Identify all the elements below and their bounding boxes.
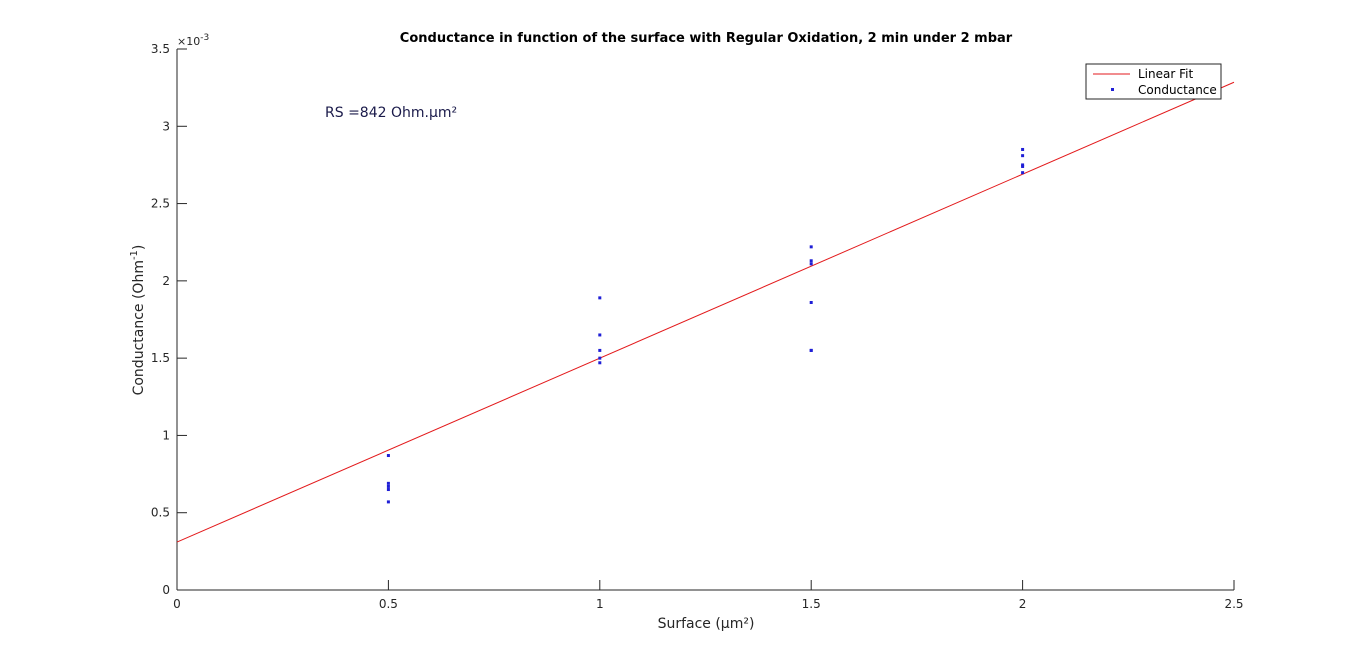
plot-area	[177, 49, 1234, 590]
y-tick-label: 2	[162, 274, 170, 288]
y-axis-exponent: ×10-3	[177, 33, 209, 48]
conductance-point	[809, 348, 813, 352]
conductance-point	[809, 245, 813, 249]
y-axis-label: Conductance (Ohm-1)	[129, 245, 147, 396]
legend-linear-fit-label: Linear Fit	[1138, 67, 1193, 81]
conductance-point	[809, 300, 813, 304]
linear-fit-line	[176, 81, 1235, 543]
conductance-point	[386, 481, 390, 485]
legend-box	[1085, 63, 1222, 100]
conductance-point	[809, 259, 813, 263]
conductance-point	[598, 348, 602, 352]
conductance-point	[1021, 147, 1025, 151]
x-axis-ticks: 0 0.5 1 1.5 2 2.5	[173, 580, 1244, 611]
rs-annotation: RS =842 Ohm.µm²	[325, 105, 457, 121]
conductance-point	[1021, 164, 1025, 168]
conductance-point	[1021, 163, 1025, 167]
conductance-point	[809, 262, 813, 266]
legend-conductance-swatch	[1111, 88, 1114, 91]
x-tick-label: 2	[1019, 597, 1027, 611]
chart-title: Conductance in function of the surface w…	[400, 31, 1013, 46]
conductance-point	[598, 296, 602, 300]
series-layer	[176, 81, 1235, 543]
axes	[176, 49, 1234, 591]
y-tick-label: 2.5	[151, 197, 170, 211]
y-tick-label: 0.5	[151, 506, 170, 520]
conductance-point	[386, 454, 390, 458]
conductance-point	[1021, 154, 1025, 158]
conductance-point	[598, 333, 602, 337]
y-tick-label: 0	[162, 583, 170, 597]
x-tick-label: 2.5	[1224, 597, 1243, 611]
x-tick-label: 1	[596, 597, 604, 611]
x-tick-label: 0.5	[379, 597, 398, 611]
conductance-point	[386, 500, 390, 504]
conductance-point	[386, 488, 390, 492]
x-tick-label: 0	[173, 597, 181, 611]
conductance-point	[1021, 171, 1025, 175]
y-axis-ticks: 0 0.5 1 1.5 2 2.5 3 3.5	[151, 42, 187, 597]
y-tick-label: 3.5	[151, 42, 170, 56]
conductance-point	[386, 484, 390, 488]
conductance-point	[598, 361, 602, 365]
y-tick-label: 1	[162, 428, 170, 442]
y-tick-label: 3	[162, 119, 170, 133]
x-axis-label: Surface (µm²)	[658, 616, 755, 632]
legend: Linear Fit Conductance	[1085, 63, 1222, 100]
legend-conductance-label: Conductance	[1138, 83, 1217, 97]
y-tick-label: 1.5	[151, 351, 170, 365]
conductance-point	[598, 356, 602, 360]
x-tick-label: 1.5	[802, 597, 821, 611]
